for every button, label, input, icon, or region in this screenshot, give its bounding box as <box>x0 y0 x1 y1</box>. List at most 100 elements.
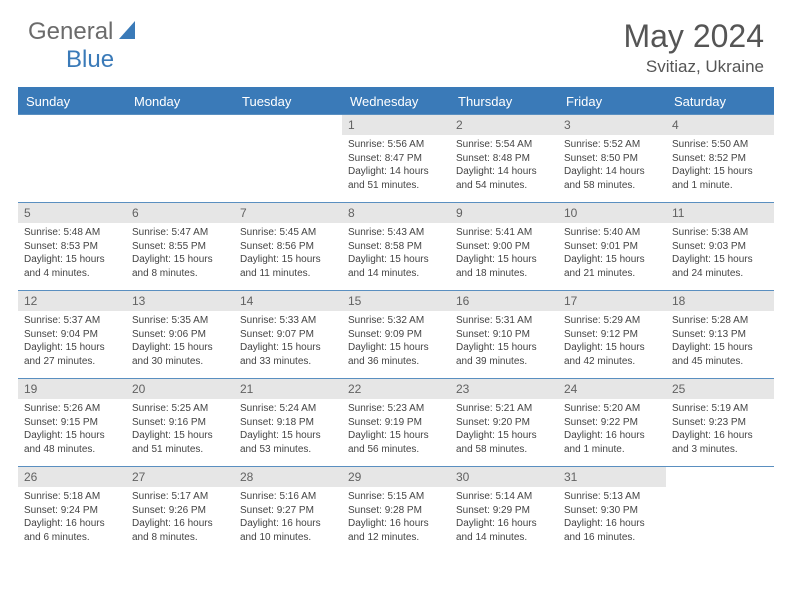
calendar-cell: 5Sunrise: 5:48 AMSunset: 8:53 PMDaylight… <box>18 203 126 291</box>
calendar-cell: 25Sunrise: 5:19 AMSunset: 9:23 PMDayligh… <box>666 379 774 467</box>
day-number: 11 <box>666 203 774 223</box>
day-number: 13 <box>126 291 234 311</box>
day-details: Sunrise: 5:38 AMSunset: 9:03 PMDaylight:… <box>666 223 774 284</box>
calendar-row: 1Sunrise: 5:56 AMSunset: 8:47 PMDaylight… <box>18 115 774 203</box>
day-details: Sunrise: 5:48 AMSunset: 8:53 PMDaylight:… <box>18 223 126 284</box>
day-details: Sunrise: 5:45 AMSunset: 8:56 PMDaylight:… <box>234 223 342 284</box>
day-number: 24 <box>558 379 666 399</box>
day-number: 27 <box>126 467 234 487</box>
day-details: Sunrise: 5:54 AMSunset: 8:48 PMDaylight:… <box>450 135 558 196</box>
day-details: Sunrise: 5:33 AMSunset: 9:07 PMDaylight:… <box>234 311 342 372</box>
day-details: Sunrise: 5:31 AMSunset: 9:10 PMDaylight:… <box>450 311 558 372</box>
logo-sail-icon <box>117 19 137 46</box>
calendar-cell <box>18 115 126 203</box>
day-number: 22 <box>342 379 450 399</box>
day-details: Sunrise: 5:50 AMSunset: 8:52 PMDaylight:… <box>666 135 774 196</box>
calendar-cell: 13Sunrise: 5:35 AMSunset: 9:06 PMDayligh… <box>126 291 234 379</box>
weekday-header: Wednesday <box>342 88 450 115</box>
day-number: 21 <box>234 379 342 399</box>
day-number: 7 <box>234 203 342 223</box>
logo-text-blue: Blue <box>66 46 114 73</box>
day-details: Sunrise: 5:15 AMSunset: 9:28 PMDaylight:… <box>342 487 450 548</box>
logo: General <box>28 18 139 46</box>
calendar-cell: 19Sunrise: 5:26 AMSunset: 9:15 PMDayligh… <box>18 379 126 467</box>
day-details: Sunrise: 5:41 AMSunset: 9:00 PMDaylight:… <box>450 223 558 284</box>
weekday-header: Monday <box>126 88 234 115</box>
day-details: Sunrise: 5:25 AMSunset: 9:16 PMDaylight:… <box>126 399 234 460</box>
day-details: Sunrise: 5:19 AMSunset: 9:23 PMDaylight:… <box>666 399 774 460</box>
page-title: May 2024 <box>623 18 764 55</box>
day-details: Sunrise: 5:37 AMSunset: 9:04 PMDaylight:… <box>18 311 126 372</box>
day-details: Sunrise: 5:40 AMSunset: 9:01 PMDaylight:… <box>558 223 666 284</box>
day-number: 17 <box>558 291 666 311</box>
day-details: Sunrise: 5:29 AMSunset: 9:12 PMDaylight:… <box>558 311 666 372</box>
calendar-cell: 7Sunrise: 5:45 AMSunset: 8:56 PMDaylight… <box>234 203 342 291</box>
weekday-header-row: SundayMondayTuesdayWednesdayThursdayFrid… <box>18 88 774 115</box>
calendar-cell: 9Sunrise: 5:41 AMSunset: 9:00 PMDaylight… <box>450 203 558 291</box>
day-number: 16 <box>450 291 558 311</box>
header: General May 2024 Svitiaz, Ukraine <box>0 0 792 87</box>
calendar-cell: 18Sunrise: 5:28 AMSunset: 9:13 PMDayligh… <box>666 291 774 379</box>
day-number: 9 <box>450 203 558 223</box>
day-details: Sunrise: 5:23 AMSunset: 9:19 PMDaylight:… <box>342 399 450 460</box>
calendar-cell: 1Sunrise: 5:56 AMSunset: 8:47 PMDaylight… <box>342 115 450 203</box>
location-text: Svitiaz, Ukraine <box>623 57 764 77</box>
calendar-cell: 16Sunrise: 5:31 AMSunset: 9:10 PMDayligh… <box>450 291 558 379</box>
day-details: Sunrise: 5:26 AMSunset: 9:15 PMDaylight:… <box>18 399 126 460</box>
weekday-header: Tuesday <box>234 88 342 115</box>
day-number: 28 <box>234 467 342 487</box>
day-details: Sunrise: 5:32 AMSunset: 9:09 PMDaylight:… <box>342 311 450 372</box>
logo-text-blue-wrap: Blue <box>66 46 114 74</box>
day-number: 12 <box>18 291 126 311</box>
calendar-cell: 8Sunrise: 5:43 AMSunset: 8:58 PMDaylight… <box>342 203 450 291</box>
day-details: Sunrise: 5:43 AMSunset: 8:58 PMDaylight:… <box>342 223 450 284</box>
day-details: Sunrise: 5:14 AMSunset: 9:29 PMDaylight:… <box>450 487 558 548</box>
calendar-body: 1Sunrise: 5:56 AMSunset: 8:47 PMDaylight… <box>18 115 774 555</box>
day-details: Sunrise: 5:17 AMSunset: 9:26 PMDaylight:… <box>126 487 234 548</box>
calendar-cell: 6Sunrise: 5:47 AMSunset: 8:55 PMDaylight… <box>126 203 234 291</box>
day-number: 26 <box>18 467 126 487</box>
day-details: Sunrise: 5:13 AMSunset: 9:30 PMDaylight:… <box>558 487 666 548</box>
weekday-header: Saturday <box>666 88 774 115</box>
title-block: May 2024 Svitiaz, Ukraine <box>623 18 764 77</box>
day-details: Sunrise: 5:52 AMSunset: 8:50 PMDaylight:… <box>558 135 666 196</box>
day-number: 15 <box>342 291 450 311</box>
calendar-cell: 24Sunrise: 5:20 AMSunset: 9:22 PMDayligh… <box>558 379 666 467</box>
day-details: Sunrise: 5:47 AMSunset: 8:55 PMDaylight:… <box>126 223 234 284</box>
calendar-cell <box>234 115 342 203</box>
calendar-cell: 20Sunrise: 5:25 AMSunset: 9:16 PMDayligh… <box>126 379 234 467</box>
day-details: Sunrise: 5:28 AMSunset: 9:13 PMDaylight:… <box>666 311 774 372</box>
day-number: 8 <box>342 203 450 223</box>
calendar-cell: 11Sunrise: 5:38 AMSunset: 9:03 PMDayligh… <box>666 203 774 291</box>
calendar-row: 12Sunrise: 5:37 AMSunset: 9:04 PMDayligh… <box>18 291 774 379</box>
calendar-cell <box>666 467 774 555</box>
calendar-cell: 15Sunrise: 5:32 AMSunset: 9:09 PMDayligh… <box>342 291 450 379</box>
calendar-row: 26Sunrise: 5:18 AMSunset: 9:24 PMDayligh… <box>18 467 774 555</box>
day-number: 3 <box>558 115 666 135</box>
day-details: Sunrise: 5:56 AMSunset: 8:47 PMDaylight:… <box>342 135 450 196</box>
day-number: 20 <box>126 379 234 399</box>
day-details: Sunrise: 5:21 AMSunset: 9:20 PMDaylight:… <box>450 399 558 460</box>
day-number: 18 <box>666 291 774 311</box>
weekday-header: Thursday <box>450 88 558 115</box>
calendar-cell: 28Sunrise: 5:16 AMSunset: 9:27 PMDayligh… <box>234 467 342 555</box>
calendar-cell: 31Sunrise: 5:13 AMSunset: 9:30 PMDayligh… <box>558 467 666 555</box>
calendar-row: 5Sunrise: 5:48 AMSunset: 8:53 PMDaylight… <box>18 203 774 291</box>
calendar-cell: 17Sunrise: 5:29 AMSunset: 9:12 PMDayligh… <box>558 291 666 379</box>
day-details: Sunrise: 5:24 AMSunset: 9:18 PMDaylight:… <box>234 399 342 460</box>
calendar-cell: 4Sunrise: 5:50 AMSunset: 8:52 PMDaylight… <box>666 115 774 203</box>
day-number: 14 <box>234 291 342 311</box>
calendar-cell: 10Sunrise: 5:40 AMSunset: 9:01 PMDayligh… <box>558 203 666 291</box>
calendar-cell: 30Sunrise: 5:14 AMSunset: 9:29 PMDayligh… <box>450 467 558 555</box>
day-details: Sunrise: 5:35 AMSunset: 9:06 PMDaylight:… <box>126 311 234 372</box>
day-number: 29 <box>342 467 450 487</box>
calendar-cell: 22Sunrise: 5:23 AMSunset: 9:19 PMDayligh… <box>342 379 450 467</box>
day-details: Sunrise: 5:18 AMSunset: 9:24 PMDaylight:… <box>18 487 126 548</box>
calendar-cell: 26Sunrise: 5:18 AMSunset: 9:24 PMDayligh… <box>18 467 126 555</box>
day-details: Sunrise: 5:20 AMSunset: 9:22 PMDaylight:… <box>558 399 666 460</box>
calendar-cell: 3Sunrise: 5:52 AMSunset: 8:50 PMDaylight… <box>558 115 666 203</box>
day-number: 1 <box>342 115 450 135</box>
calendar-table: SundayMondayTuesdayWednesdayThursdayFrid… <box>18 87 774 555</box>
day-number: 23 <box>450 379 558 399</box>
calendar-cell: 29Sunrise: 5:15 AMSunset: 9:28 PMDayligh… <box>342 467 450 555</box>
